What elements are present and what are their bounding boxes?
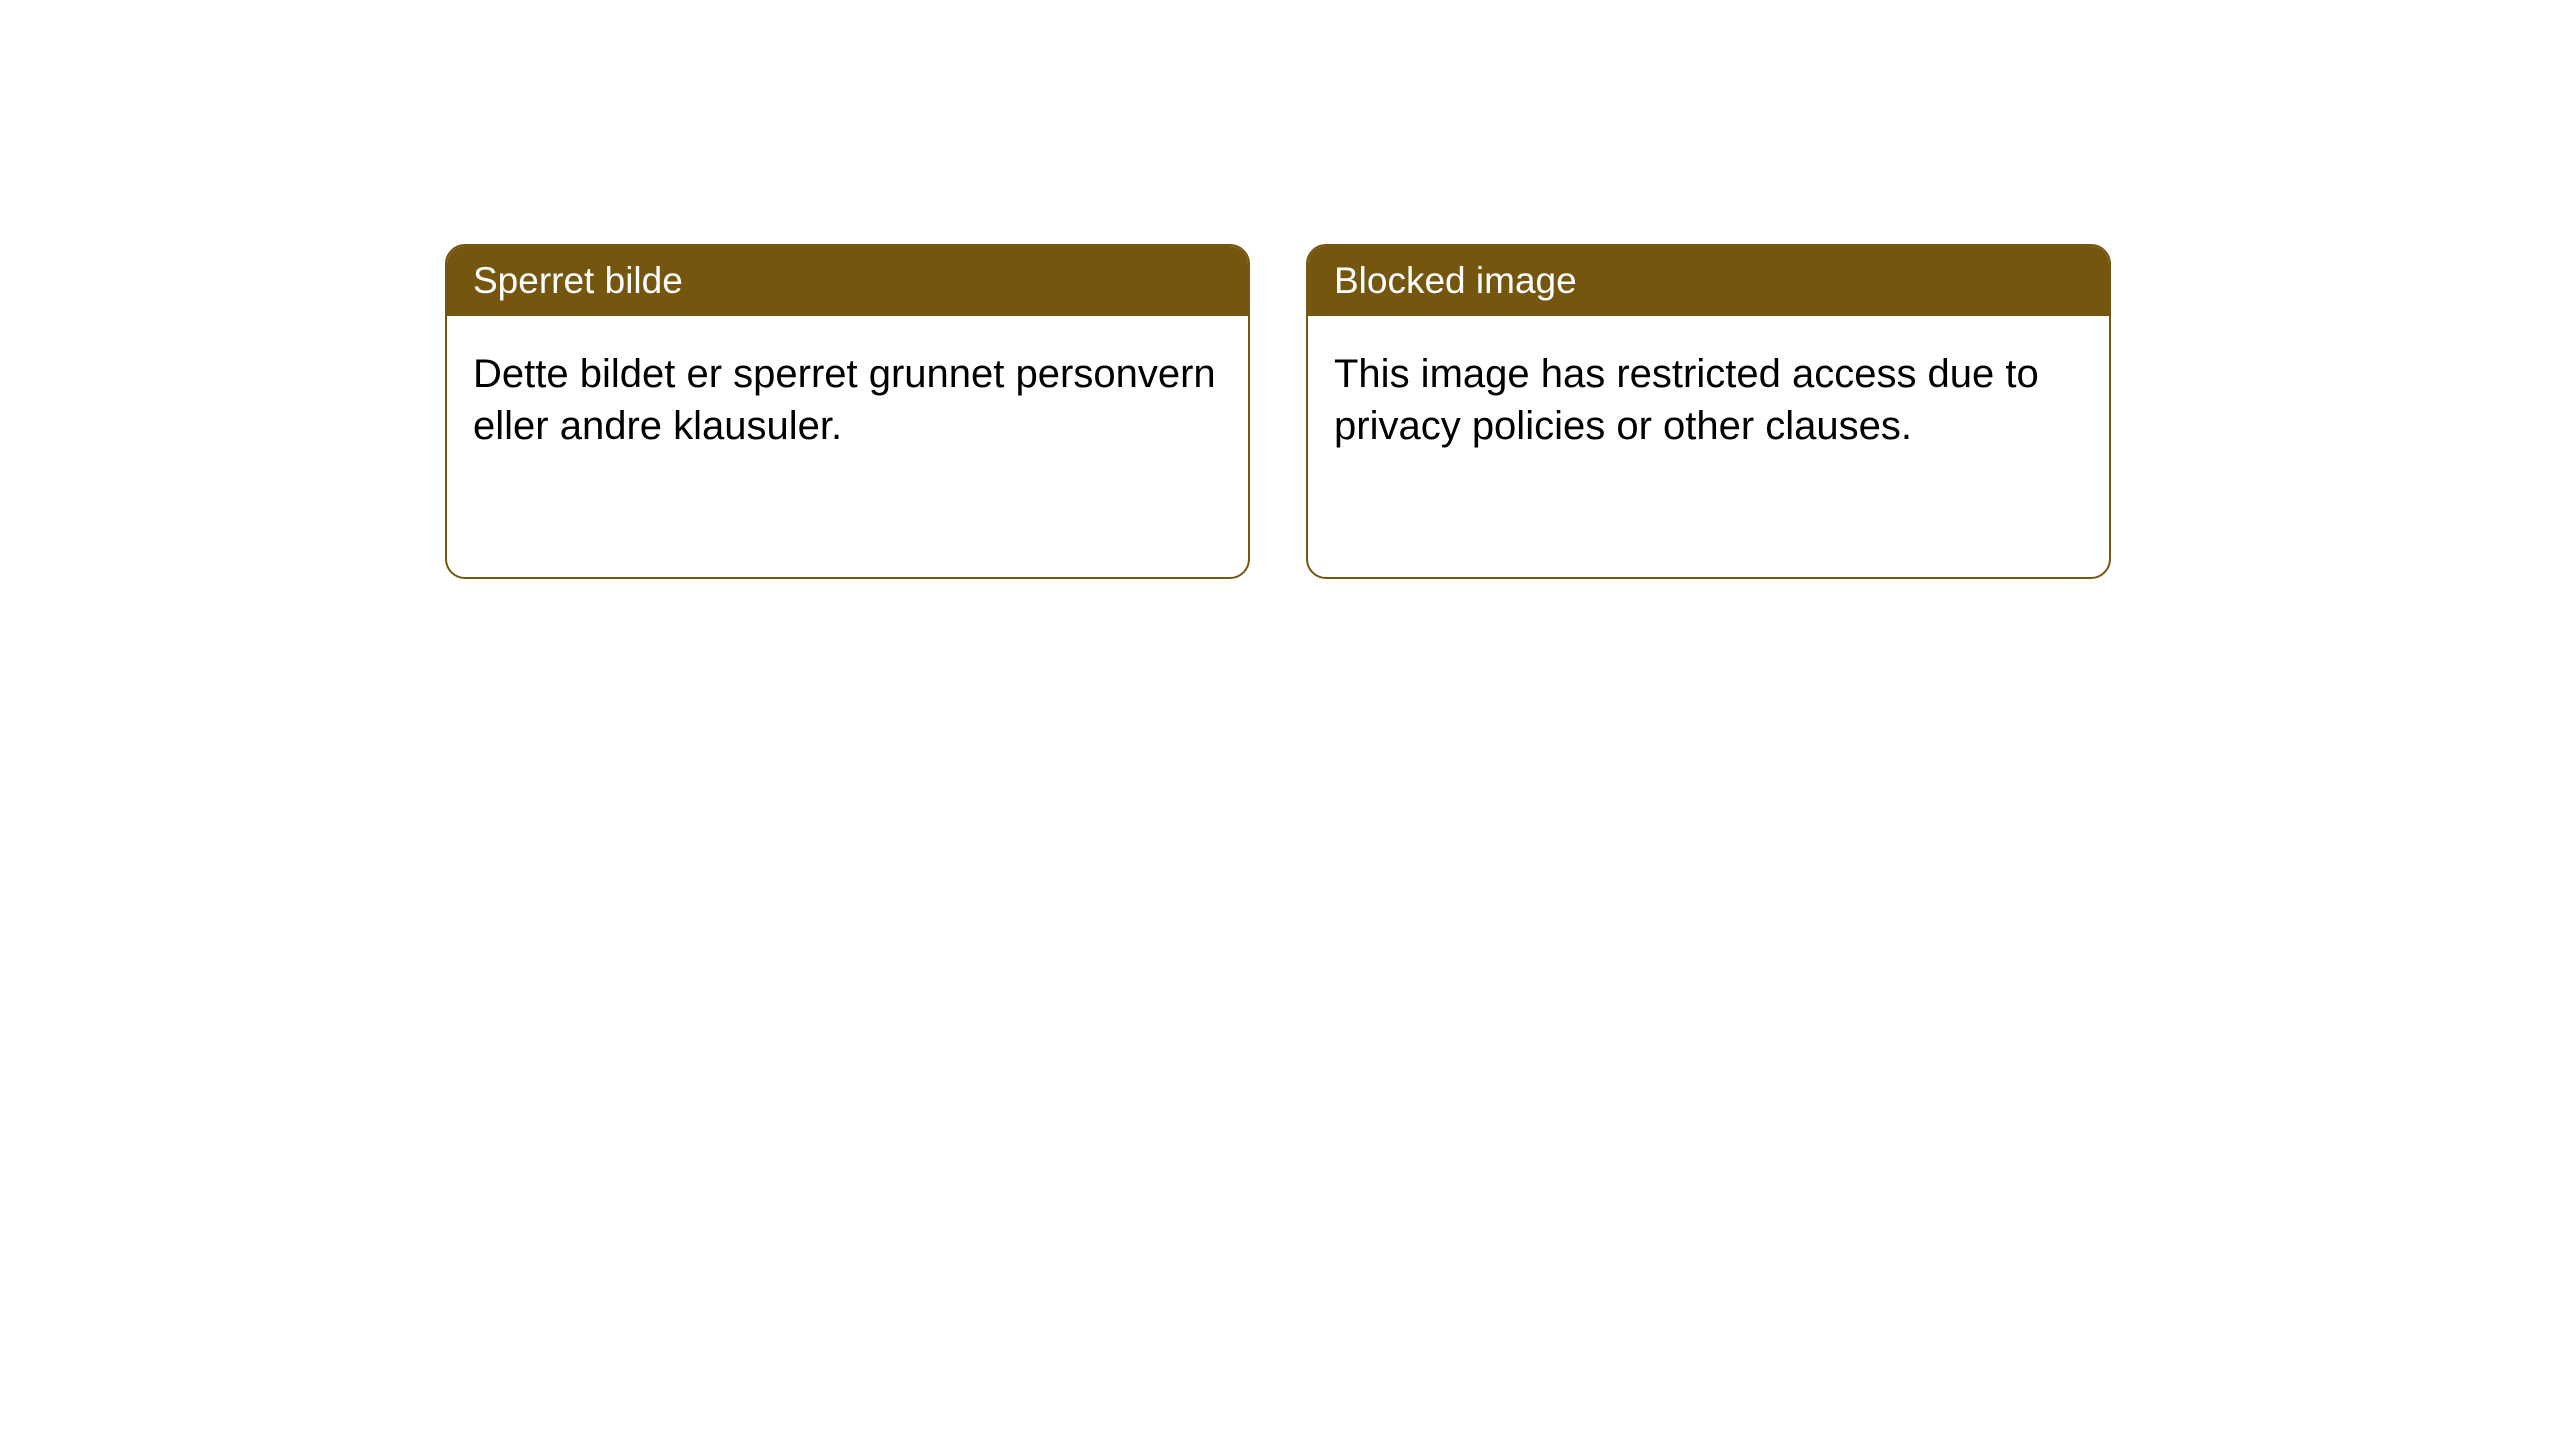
card-header: Blocked image [1308, 246, 2109, 316]
card-title: Blocked image [1334, 260, 1577, 301]
card-body: This image has restricted access due to … [1308, 316, 2109, 484]
card-body: Dette bildet er sperret grunnet personve… [447, 316, 1248, 484]
card-body-text: Dette bildet er sperret grunnet personve… [473, 352, 1216, 448]
card-title: Sperret bilde [473, 260, 683, 301]
notice-container: Sperret bilde Dette bildet er sperret gr… [445, 244, 2111, 579]
notice-card-english: Blocked image This image has restricted … [1306, 244, 2111, 579]
card-header: Sperret bilde [447, 246, 1248, 316]
card-body-text: This image has restricted access due to … [1334, 352, 2039, 448]
notice-card-norwegian: Sperret bilde Dette bildet er sperret gr… [445, 244, 1250, 579]
